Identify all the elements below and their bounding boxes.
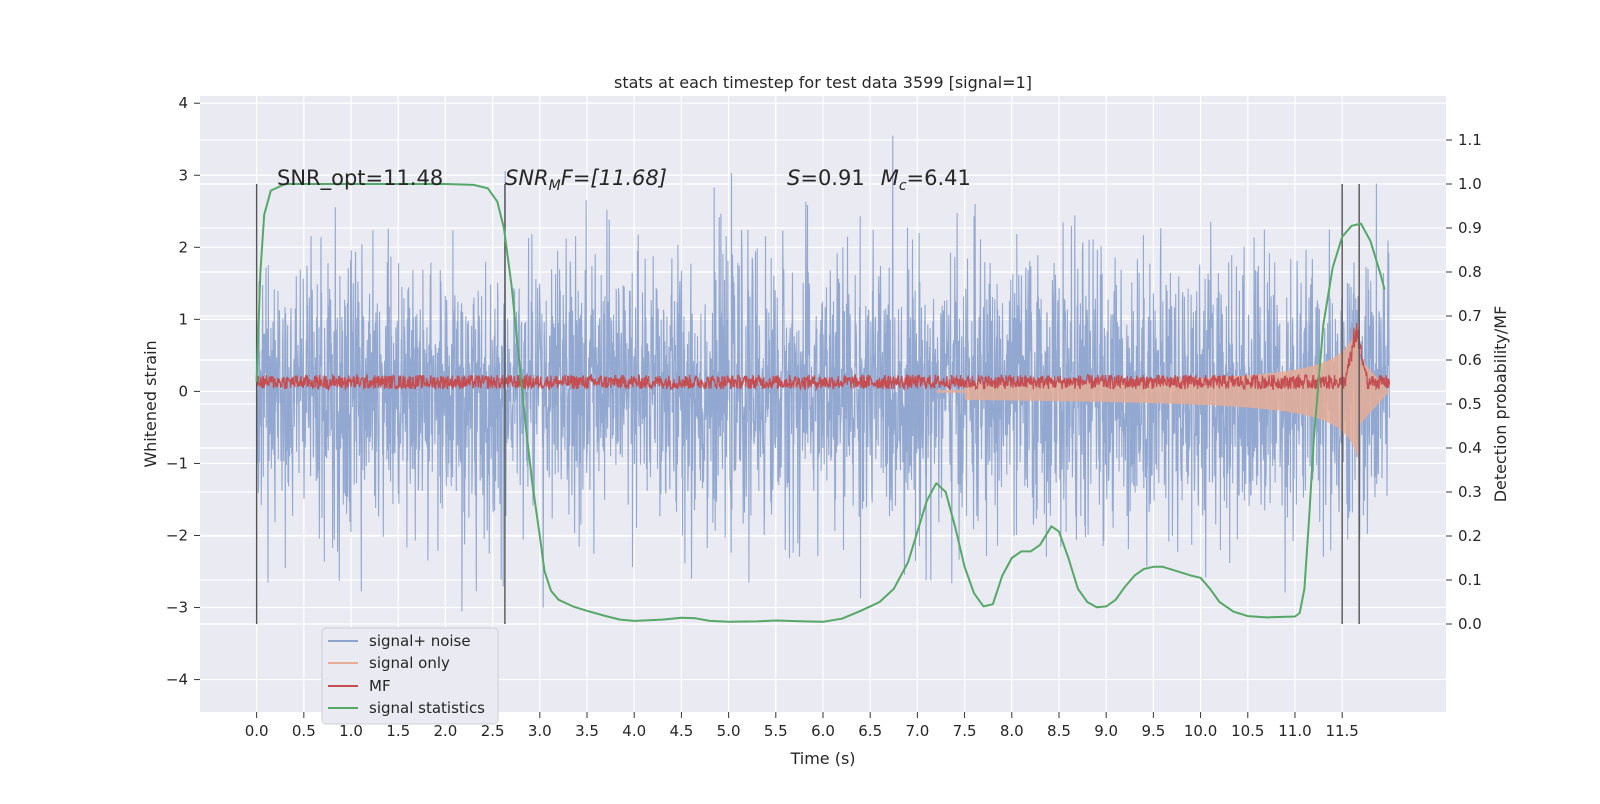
- y2-tick-label: 0.6: [1458, 351, 1482, 369]
- annotation-snr-opt: SNR_opt=11.48: [277, 166, 443, 191]
- y-axis-ticks: 4 3 2 1 0 −1 −2 −3 −4: [166, 94, 200, 689]
- y2-tick-label: 0.0: [1458, 615, 1482, 633]
- y-tick-label: 2: [178, 238, 188, 256]
- y-tick-label: 0: [178, 382, 188, 400]
- y-tick-label: 3: [178, 166, 188, 184]
- mf-line: [255, 322, 1391, 392]
- x-tick-label: 3.5: [575, 722, 599, 740]
- x-tick-label: 2.5: [481, 722, 505, 740]
- x-tick-label: 9.0: [1094, 722, 1118, 740]
- x-tick-label: 5.0: [717, 722, 741, 740]
- legend-label-signal-statistics: signal statistics: [369, 699, 485, 717]
- x-tick-label: 1.5: [386, 722, 410, 740]
- y2-tick-label: 0.8: [1458, 263, 1482, 281]
- x-tick-label: 11.0: [1278, 722, 1311, 740]
- y2-tick-label: 0.1: [1458, 571, 1482, 589]
- y2-tick-label: 0.7: [1458, 307, 1482, 325]
- signal-noise-line: [256, 135, 1390, 612]
- y2-axis-label: Detection probability/MF: [1491, 306, 1510, 503]
- y2-tick-label: 1.0: [1458, 175, 1482, 193]
- signal-only-area: [936, 323, 1390, 460]
- y2-tick-label: 0.2: [1458, 527, 1482, 545]
- vertical-markers: [255, 184, 1360, 624]
- series-mf: [255, 322, 1391, 392]
- y2-tick-label: 1.1: [1458, 131, 1482, 149]
- x-tick-label: 1.0: [339, 722, 363, 740]
- series-signal-only: [936, 323, 1390, 460]
- chart-title: stats at each timestep for test data 359…: [614, 73, 1032, 92]
- x-tick-label: 0.5: [292, 722, 316, 740]
- x-tick-label: 10.0: [1184, 722, 1217, 740]
- x-tick-label: 2.0: [433, 722, 457, 740]
- x-tick-label: 10.5: [1231, 722, 1264, 740]
- y-tick-label: 4: [178, 94, 188, 112]
- series-signal-noise: [256, 135, 1390, 612]
- legend: signal+ noise signal only MF signal stat…: [321, 627, 499, 725]
- y2-axis-ticks: 1.1 1.0 0.9 0.8 0.7 0.6 0.5 0.4 0.3 0.2 0.1 0.0: [1446, 131, 1482, 633]
- x-tick-label: 5.5: [764, 722, 788, 740]
- x-tick-label: 9.5: [1141, 722, 1165, 740]
- y-tick-label: −2: [166, 526, 188, 544]
- x-tick-label: 8.5: [1047, 722, 1071, 740]
- x-tick-label: 8.0: [1000, 722, 1024, 740]
- x-axis-ticks: 0.0 0.5 1.0 1.5 2.0 2.5 3.0 3.5 4.0 4.5 5.0 5.5 6.0 6…: [245, 712, 1359, 740]
- x-tick-label: 4.5: [669, 722, 693, 740]
- legend-label-signal-noise: signal+ noise: [369, 632, 471, 650]
- legend-label-signal-only: signal only: [369, 654, 450, 672]
- annotation-snr-mf: SNRMF=[11.68]: [505, 166, 667, 194]
- y-tick-label: −4: [166, 671, 188, 689]
- x-tick-label: 6.5: [858, 722, 882, 740]
- legend-box: [321, 627, 499, 725]
- y-axis-label: Whitened strain: [141, 340, 160, 467]
- x-tick-label: 11.5: [1325, 722, 1358, 740]
- series-signal-statistics: [255, 183, 1386, 623]
- y2-tick-label: 0.9: [1458, 219, 1482, 237]
- legend-label-mf: MF: [369, 677, 391, 695]
- y2-tick-label: 0.4: [1458, 439, 1482, 457]
- x-axis-label: Time (s): [789, 749, 855, 768]
- y-tick-label: −1: [166, 454, 188, 472]
- x-tick-label: 3.0: [528, 722, 552, 740]
- x-tick-label: 0.0: [245, 722, 269, 740]
- y-tick-label: −3: [166, 599, 188, 617]
- x-tick-label: 4.0: [622, 722, 646, 740]
- x-tick-label: 7.5: [953, 722, 977, 740]
- signal-statistics-line: [255, 183, 1386, 623]
- annotation-s-mc: S=0.91 Mc=6.41: [787, 166, 971, 194]
- y-tick-label: 1: [178, 310, 188, 328]
- y2-tick-label: 0.5: [1458, 395, 1482, 413]
- x-tick-label: 6.0: [811, 722, 835, 740]
- x-tick-label: 7.0: [905, 722, 929, 740]
- y2-tick-label: 0.3: [1458, 483, 1482, 501]
